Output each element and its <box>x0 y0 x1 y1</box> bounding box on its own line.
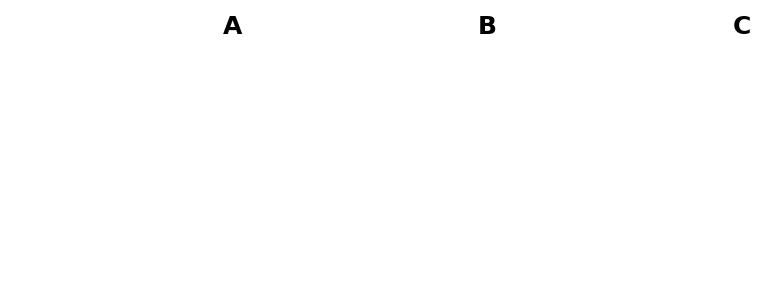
Text: B: B <box>478 15 497 38</box>
Text: A: A <box>222 15 242 38</box>
Text: C: C <box>733 15 751 38</box>
